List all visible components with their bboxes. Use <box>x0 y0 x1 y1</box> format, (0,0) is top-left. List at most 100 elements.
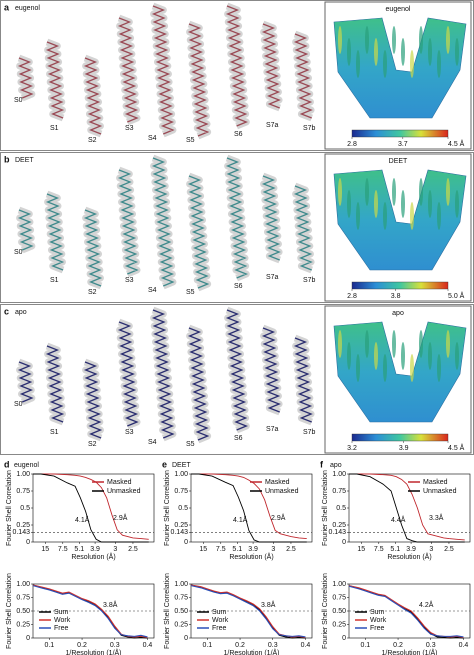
colorbar <box>351 281 449 290</box>
x-tick-label: 0.3 <box>110 642 120 649</box>
colorbar-tick-label: 4.5 Å <box>448 443 465 452</box>
fsc-curve <box>33 473 149 540</box>
resolution-annotation: 3.8Å <box>261 600 276 609</box>
y-tick-label: 0.75 <box>332 594 346 601</box>
helix-label: S4 <box>148 439 157 446</box>
helix-trace <box>293 185 313 271</box>
colorbar-tick-label: 3.8 <box>391 293 401 300</box>
x-tick-label: 0.3 <box>426 642 436 649</box>
x-tick-label: 15 <box>357 546 365 553</box>
helix-trace <box>187 175 210 289</box>
x-axis-label: Resolution (Å) <box>387 552 431 561</box>
x-tick-label: 0.2 <box>77 642 87 649</box>
y-tick-label: 1.00 <box>332 581 346 588</box>
legend-label: Free <box>370 625 385 632</box>
resolution-annotation: 4.4Å <box>391 515 406 524</box>
y-tick-label: 0.25 <box>174 621 188 628</box>
legend-label: Masked <box>107 479 132 486</box>
map-title: apo <box>392 310 404 317</box>
density-ridge <box>374 38 378 66</box>
density-ridge <box>455 190 459 218</box>
y-tick-label: 0.75 <box>332 488 346 495</box>
density-ridge <box>410 202 414 230</box>
y-tick-label: 0 <box>184 539 188 546</box>
density-ridge <box>428 342 432 370</box>
helix-label: S6 <box>234 283 243 290</box>
panel-label: e <box>162 459 167 469</box>
helix-trace <box>45 193 65 271</box>
helix-label: S1 <box>50 125 59 132</box>
colorbar-tick-label: 2.8 <box>347 141 357 148</box>
density-ridge <box>392 178 396 206</box>
y-tick-label: 0 <box>342 539 346 546</box>
density-ridge <box>392 330 396 358</box>
helix-label: S1 <box>50 429 59 436</box>
legend-label: Work <box>54 617 71 624</box>
helix-label: S0 <box>14 249 23 256</box>
helix-label: S0 <box>14 401 23 408</box>
colorbar <box>351 129 449 138</box>
x-axis-label: 1/Resolution (1/Å) <box>381 648 437 655</box>
resolution-annotation: 4.1Å <box>75 515 90 524</box>
y-axis-label: Fourier Shell Correlation <box>6 573 13 649</box>
chart-title: DEET <box>172 462 191 469</box>
y-tick-label: 0.5 <box>20 505 30 512</box>
density-ridge <box>410 354 414 382</box>
helix-trace <box>187 23 210 137</box>
colorbar-tick-label: 2.8 <box>347 293 357 300</box>
helix-trace <box>117 321 139 427</box>
y-tick-label: 0.50 <box>16 608 30 615</box>
resolution-annotation: 3.8Å <box>103 600 118 609</box>
plot-frame <box>32 473 155 543</box>
y-tick-label: 0.143 <box>12 529 30 536</box>
x-tick-label: 2.5 <box>128 546 138 553</box>
helix-label: S5 <box>186 289 195 296</box>
density-ridge <box>401 38 405 66</box>
resolution-annotation: 4.2Å <box>419 600 434 609</box>
x-tick-label: 0.2 <box>235 642 245 649</box>
x-tick-label: 3 <box>113 546 117 553</box>
density-ridge <box>365 178 369 206</box>
density-ridge <box>356 354 360 382</box>
resolution-annotation: 2.9Å <box>113 513 128 522</box>
density-ridge <box>356 202 360 230</box>
density-ridge <box>410 50 414 78</box>
x-tick-label: 7.5 <box>58 546 68 553</box>
legend-label: Sum <box>370 609 385 616</box>
density-ridge <box>419 26 423 54</box>
helix-trace <box>151 157 175 287</box>
y-tick-label: 0.50 <box>332 608 346 615</box>
colorbar <box>351 433 449 442</box>
fsc-curve <box>349 473 465 541</box>
map-title: eugenol <box>386 6 411 13</box>
legend-label: Work <box>370 617 387 624</box>
y-tick-label: 0.143 <box>328 529 346 536</box>
helix-label: S5 <box>186 441 195 448</box>
helix-trace <box>83 361 103 439</box>
legend-label: Masked <box>265 479 290 486</box>
helix-label: S7a <box>266 426 279 433</box>
y-tick-label: 0.75 <box>174 594 188 601</box>
legend-label: Free <box>54 625 69 632</box>
helix-trace <box>225 157 249 279</box>
density-ridge <box>446 178 450 206</box>
legend-label: Sum <box>54 609 69 616</box>
x-tick-label: 0.1 <box>360 642 370 649</box>
legend-label: Masked <box>423 479 448 486</box>
x-tick-label: 0.3 <box>268 642 278 649</box>
helix-trace <box>187 327 210 441</box>
y-tick-label: 0.5 <box>178 505 188 512</box>
density-ridge <box>419 178 423 206</box>
x-tick-label: 3.9 <box>248 546 258 553</box>
legend-label: Unmasked <box>107 488 141 495</box>
y-tick-label: 0.25 <box>332 621 346 628</box>
helix-trace <box>225 5 249 127</box>
helix-label: S4 <box>148 287 157 294</box>
helix-label: S1 <box>50 277 59 284</box>
helix-trace <box>151 309 175 439</box>
density-ridge <box>347 342 351 370</box>
y-tick-label: 0 <box>26 539 30 546</box>
legend-label: Work <box>212 617 229 624</box>
helix-label: S7b <box>303 277 316 284</box>
legend-label: Unmasked <box>423 488 457 495</box>
